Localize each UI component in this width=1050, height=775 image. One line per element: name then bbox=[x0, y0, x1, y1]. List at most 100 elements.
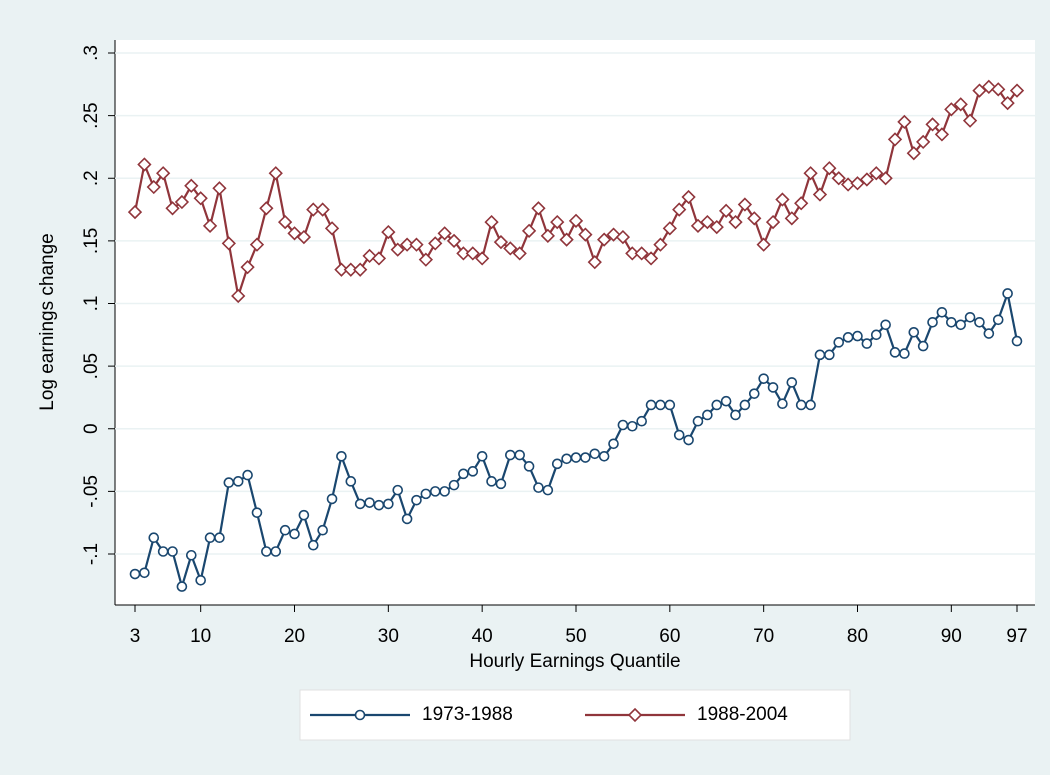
point-marker bbox=[475, 251, 490, 266]
point-marker bbox=[897, 114, 912, 130]
point-marker bbox=[195, 575, 206, 586]
point-marker bbox=[343, 262, 358, 277]
point-marker bbox=[814, 349, 826, 361]
point-marker bbox=[869, 166, 884, 181]
y-tick-label: -.1 bbox=[81, 543, 102, 565]
point-marker bbox=[803, 166, 818, 181]
point-marker bbox=[673, 429, 685, 441]
point-marker bbox=[392, 484, 404, 496]
point-marker bbox=[411, 494, 422, 506]
point-marker bbox=[643, 251, 659, 266]
point-marker bbox=[503, 241, 518, 256]
point-marker bbox=[739, 399, 751, 411]
point-marker bbox=[184, 178, 199, 193]
point-marker bbox=[467, 466, 479, 477]
point-marker bbox=[617, 419, 629, 431]
point-marker bbox=[364, 497, 375, 508]
point-marker bbox=[850, 176, 865, 191]
point-marker bbox=[561, 453, 572, 465]
point-marker bbox=[559, 232, 574, 247]
point-marker bbox=[249, 237, 265, 252]
point-marker bbox=[983, 328, 995, 339]
point-marker bbox=[336, 451, 347, 462]
point-marker bbox=[606, 227, 621, 242]
point-marker bbox=[692, 415, 704, 427]
x-tick-label: 80 bbox=[847, 626, 868, 647]
point-marker bbox=[1000, 95, 1015, 111]
y-tick-label: .1 bbox=[81, 296, 102, 312]
point-marker bbox=[908, 327, 920, 338]
point-marker bbox=[212, 181, 227, 196]
point-marker bbox=[484, 214, 499, 230]
x-tick-label: 50 bbox=[565, 626, 586, 647]
point-marker bbox=[429, 486, 441, 497]
point-marker bbox=[390, 242, 405, 257]
point-marker bbox=[493, 234, 509, 250]
point-marker bbox=[476, 451, 488, 462]
point-marker bbox=[925, 117, 940, 132]
point-marker bbox=[833, 337, 845, 348]
point-marker bbox=[214, 532, 225, 544]
point-marker bbox=[512, 246, 527, 261]
point-marker bbox=[146, 179, 161, 195]
point-marker bbox=[531, 201, 546, 216]
point-marker bbox=[645, 399, 657, 411]
point-marker bbox=[608, 438, 619, 450]
point-marker bbox=[202, 218, 218, 233]
point-marker bbox=[580, 452, 591, 463]
point-marker bbox=[495, 478, 507, 490]
point-marker bbox=[326, 493, 338, 505]
point-marker bbox=[899, 348, 910, 359]
point-marker bbox=[964, 311, 976, 323]
y-tick-label: .15 bbox=[81, 228, 102, 254]
point-marker bbox=[859, 172, 875, 187]
point-marker bbox=[728, 214, 743, 230]
point-marker bbox=[962, 113, 978, 128]
point-marker bbox=[420, 488, 432, 500]
point-marker bbox=[831, 171, 846, 186]
point-marker bbox=[353, 262, 368, 277]
point-marker bbox=[917, 340, 929, 352]
point-marker bbox=[270, 546, 282, 557]
point-marker bbox=[906, 146, 921, 161]
x-tick-label: 70 bbox=[753, 626, 774, 647]
point-marker bbox=[889, 347, 901, 358]
point-marker bbox=[439, 486, 450, 497]
point-marker bbox=[878, 171, 893, 186]
point-marker bbox=[927, 316, 938, 328]
point-marker bbox=[634, 246, 649, 261]
point-marker bbox=[401, 513, 413, 525]
point-marker bbox=[259, 201, 274, 216]
point-marker bbox=[916, 134, 931, 150]
y-tick-label: .3 bbox=[81, 45, 102, 61]
x-tick-label: 40 bbox=[472, 626, 493, 647]
point-marker bbox=[550, 214, 565, 230]
point-marker bbox=[972, 83, 987, 98]
point-marker bbox=[805, 399, 816, 411]
point-marker bbox=[615, 229, 631, 245]
point-marker bbox=[625, 246, 640, 261]
point-marker bbox=[334, 262, 349, 277]
point-marker bbox=[1002, 288, 1013, 299]
point-marker bbox=[598, 451, 610, 462]
point-marker bbox=[223, 477, 235, 488]
point-marker bbox=[955, 319, 967, 331]
point-marker bbox=[307, 539, 319, 551]
point-marker bbox=[514, 449, 526, 461]
point-marker bbox=[812, 187, 828, 202]
point-marker bbox=[795, 399, 807, 411]
point-marker bbox=[861, 338, 873, 349]
point-marker bbox=[852, 330, 863, 342]
point-marker bbox=[570, 452, 582, 463]
point-marker bbox=[185, 549, 197, 561]
point-marker bbox=[936, 306, 948, 318]
point-marker bbox=[587, 255, 602, 270]
point-marker bbox=[418, 252, 434, 267]
point-marker bbox=[822, 161, 837, 176]
point-marker bbox=[784, 211, 799, 226]
point-marker bbox=[165, 201, 180, 216]
legend-marker bbox=[354, 709, 366, 721]
point-marker bbox=[655, 399, 666, 411]
